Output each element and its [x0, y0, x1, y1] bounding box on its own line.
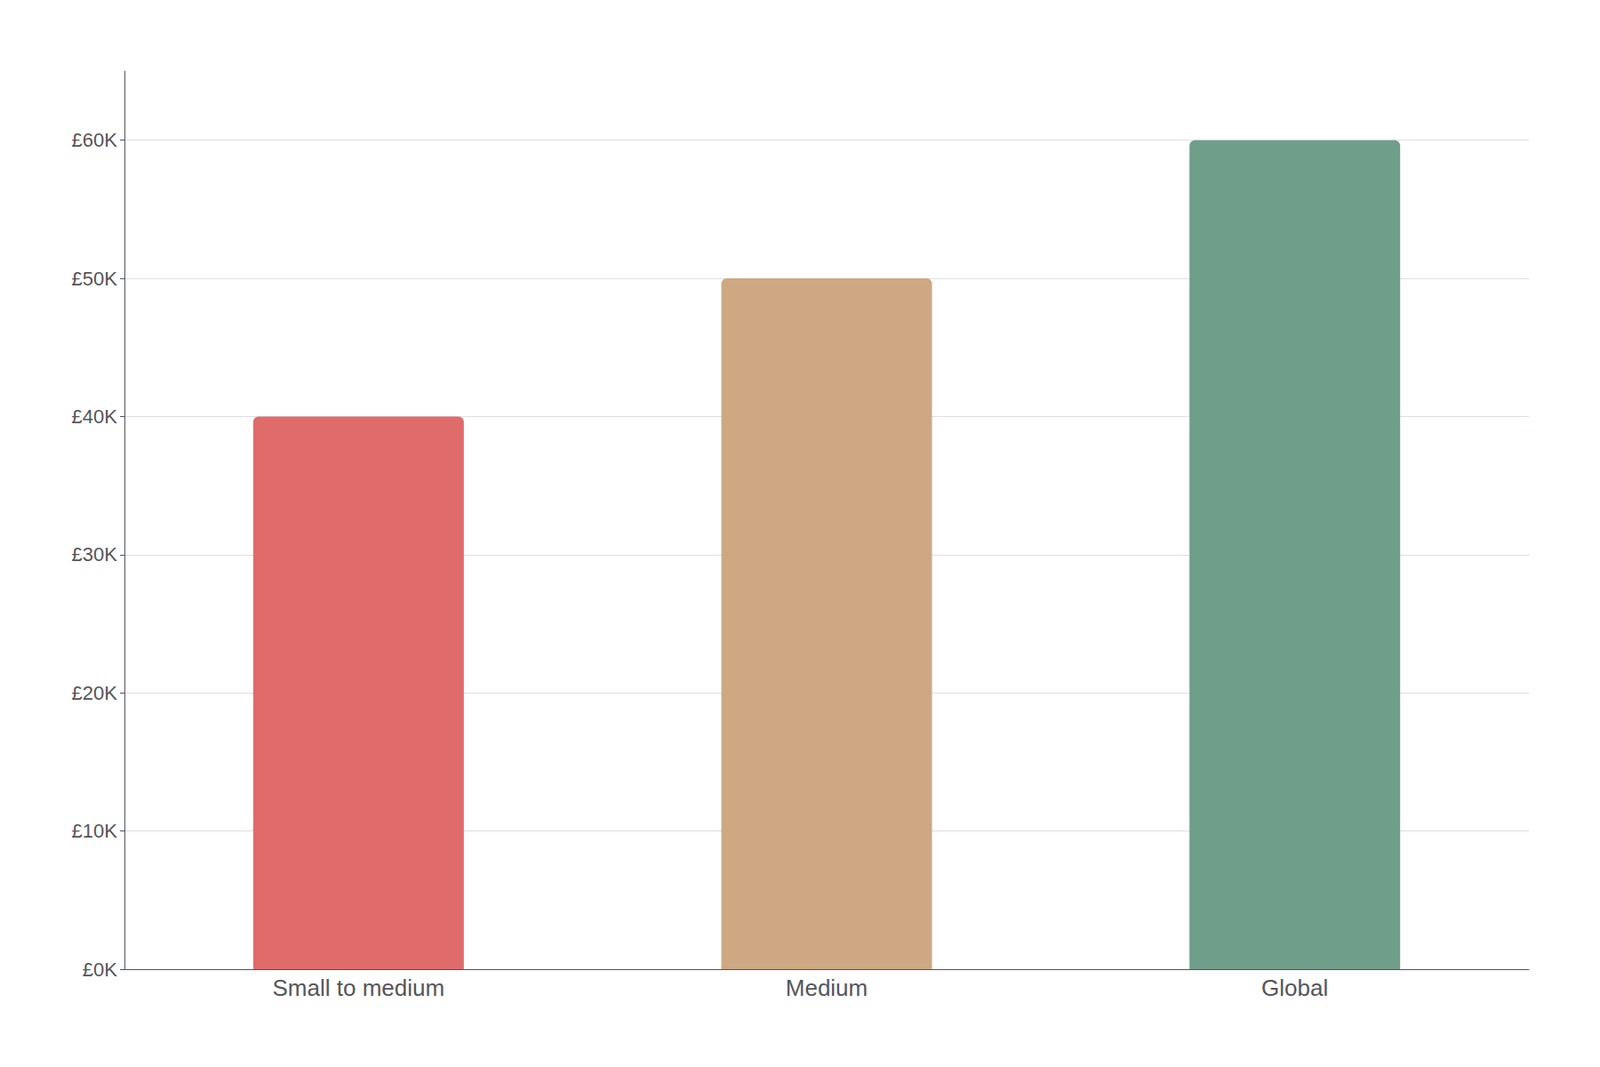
svg-text:Small to medium: Small to medium [272, 974, 446, 1001]
svg-text:£40K: £40K [72, 405, 119, 428]
svg-text:£50K: £50K [72, 267, 119, 290]
svg-text:Global: Global [1261, 974, 1328, 1001]
svg-text:£60K: £60K [72, 128, 119, 152]
svg-text:Medium: Medium [785, 974, 868, 1001]
svg-text:£20K: £20K [72, 681, 119, 704]
svg-text:£30K: £30K [72, 543, 119, 566]
svg-text:£10K: £10K [72, 819, 119, 842]
svg-text:£0K: £0K [82, 958, 118, 981]
